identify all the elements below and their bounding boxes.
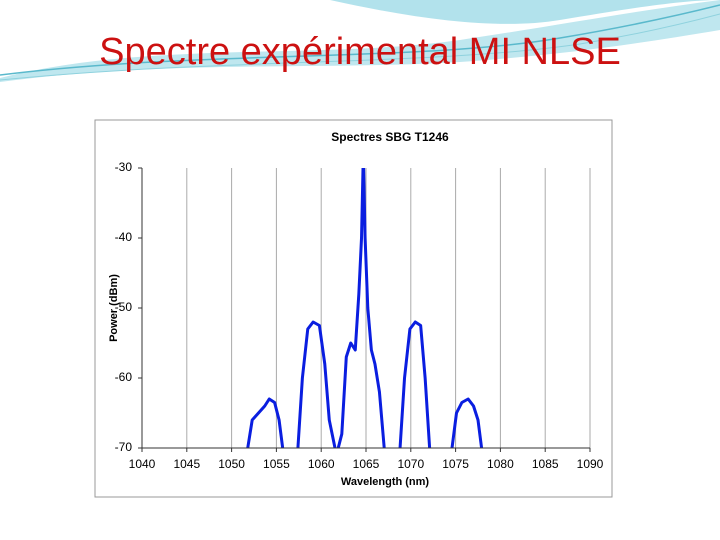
x-tick-label: 1040 xyxy=(129,457,156,471)
x-tick-label: 1070 xyxy=(397,457,424,471)
x-tick-label: 1090 xyxy=(577,457,604,471)
swoosh-line xyxy=(0,13,720,81)
x-tick-label: 1045 xyxy=(173,457,200,471)
y-tick-label: -70 xyxy=(115,440,133,454)
chart-title: Spectres SBG T1246 xyxy=(331,130,449,144)
x-tick-label: 1080 xyxy=(487,457,514,471)
series-line xyxy=(245,168,484,448)
swoosh xyxy=(330,0,720,24)
plot xyxy=(245,168,484,448)
x-tick-label: 1055 xyxy=(263,457,290,471)
y-tick-label: -50 xyxy=(115,300,133,314)
chart-frame xyxy=(94,119,613,498)
y-tick-label: -60 xyxy=(115,370,133,384)
x-axis-label: Wavelength (nm) xyxy=(341,476,430,488)
slide-title: Spectre expérimental MI NLSE xyxy=(99,31,621,73)
y-tick-label: -30 xyxy=(115,160,133,174)
swoosh-line xyxy=(0,4,720,76)
decoration xyxy=(0,0,720,82)
x-tick-label: 1060 xyxy=(308,457,335,471)
x-tick-label: 1075 xyxy=(442,457,469,471)
x-tick-label: 1050 xyxy=(218,457,245,471)
swoosh xyxy=(0,0,720,82)
y-axis-label: Power (dBm) xyxy=(108,274,120,342)
x-tick-label: 1085 xyxy=(532,457,559,471)
y-tick-label: -40 xyxy=(115,230,133,244)
axes: 1040 1045 1050 1055 1060 1065 1070 1075 1080 1085… xyxy=(115,160,604,471)
x-tick-label: 1065 xyxy=(353,457,380,471)
